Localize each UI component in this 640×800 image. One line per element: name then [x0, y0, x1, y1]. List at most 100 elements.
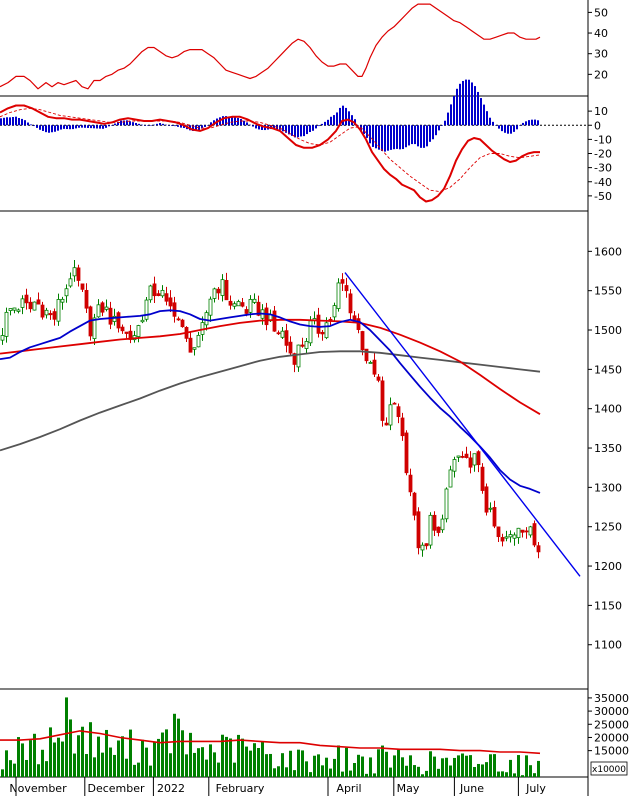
candle-down: [84, 289, 89, 309]
candle-up: [448, 469, 453, 488]
volume-bar: [29, 740, 32, 777]
macd-histogram-bar: [15, 116, 17, 126]
macd-histogram-bar: [318, 125, 320, 127]
volume-bar: [457, 755, 460, 777]
candle-down: [492, 507, 497, 527]
macd-histogram-bar: [513, 125, 515, 132]
volume-bar: [57, 737, 60, 777]
candle-down: [316, 314, 321, 334]
macd-histogram-bar: [93, 125, 95, 129]
volume-bar: [117, 740, 120, 777]
volume-bar: [137, 762, 140, 777]
macd-histogram-bar: [225, 116, 227, 126]
candle-down: [52, 311, 57, 320]
volume-bar: [113, 754, 116, 777]
macd-histogram-bar: [468, 79, 470, 126]
macd-histogram-bar: [405, 125, 407, 148]
candle-up: [64, 288, 69, 297]
candle-down: [408, 474, 413, 493]
macd-histogram-bar: [501, 125, 503, 132]
candle-down: [536, 545, 541, 553]
macd-histogram-bar: [57, 125, 59, 131]
volume-bar: [361, 756, 364, 777]
month-label: May: [397, 782, 420, 795]
macd-histogram-bar: [429, 125, 431, 142]
macd-histogram-bar: [471, 82, 473, 126]
macd-histogram-bar: [255, 125, 257, 129]
candle-down: [172, 302, 177, 317]
macd-histogram-bar: [249, 124, 251, 126]
macd-histogram-bar: [24, 120, 26, 126]
volume-tick-label: 25000: [594, 718, 629, 731]
candle-up: [488, 507, 493, 510]
volume-bar: [45, 761, 48, 777]
macd-histogram-bar: [300, 125, 302, 137]
volume-bar: [277, 766, 280, 777]
macd-histogram-bar: [99, 125, 101, 129]
rsi-line: [0, 3, 541, 90]
candle-down: [272, 310, 277, 332]
volume-bar: [185, 754, 188, 777]
volume-bar: [421, 774, 424, 777]
macd-histogram-bar: [87, 125, 89, 128]
macd-histogram-bar: [291, 125, 293, 136]
candle-up: [368, 362, 373, 364]
candle-down: [460, 455, 465, 458]
candle-up: [528, 526, 533, 536]
candle-up: [332, 305, 337, 318]
macd-histogram-bar: [414, 125, 416, 145]
macd-histogram-bar: [174, 125, 176, 127]
volume-bar: [481, 764, 484, 777]
volume-bar: [493, 754, 496, 777]
macd-histogram-bar: [366, 125, 368, 138]
candle-down: [264, 307, 269, 326]
volume-bar: [437, 768, 440, 777]
volume-bar: [245, 746, 248, 777]
candle-down: [116, 312, 121, 329]
macd-histogram-bar: [432, 125, 434, 140]
macd-histogram-bar: [0, 118, 2, 126]
macd-histogram-bar: [243, 120, 245, 126]
macd-histogram-bar: [369, 125, 371, 144]
volume-bar: [521, 775, 524, 777]
volume-bar: [341, 771, 344, 777]
macd-histogram-bar: [279, 125, 281, 130]
candle-up: [388, 404, 393, 426]
macd-histogram-bar: [351, 115, 353, 126]
macd-histogram-bar: [273, 125, 275, 130]
macd-histogram-bar: [330, 116, 332, 126]
macd-tick-label: 10: [594, 105, 608, 118]
candle-down: [404, 432, 409, 474]
volume-bar: [105, 729, 108, 777]
macd-histogram-bar: [9, 117, 11, 126]
macd-histogram-bar: [399, 125, 401, 150]
candle-up: [104, 306, 109, 310]
price-tick-label: 1350: [594, 442, 622, 455]
macd-histogram-bar: [435, 125, 437, 136]
candle-up: [516, 527, 521, 539]
macd-histogram-bar: [489, 117, 491, 126]
candle-down: [372, 359, 377, 375]
volume-bar: [61, 741, 64, 777]
volume-bar: [497, 771, 500, 777]
volume-bar: [177, 718, 180, 777]
volume-bar: [501, 771, 504, 777]
candle-up: [4, 311, 9, 337]
macd-histogram-bar: [81, 125, 83, 128]
candle-down: [396, 406, 401, 418]
macd-histogram-bar: [150, 125, 152, 126]
macd-histogram-bar: [456, 88, 458, 126]
candle-down: [436, 526, 441, 533]
macd-histogram-bar: [201, 125, 203, 129]
candle-up: [12, 307, 17, 311]
volume-bar: [169, 753, 172, 777]
candle-down: [100, 302, 105, 313]
candle-up: [144, 299, 149, 320]
candle-up: [220, 279, 225, 296]
volume-bar: [21, 743, 24, 777]
volume-bar: [77, 735, 80, 777]
ma-short-line: [0, 309, 541, 494]
volume-bar: [261, 741, 264, 777]
volume-bar: [469, 755, 472, 777]
